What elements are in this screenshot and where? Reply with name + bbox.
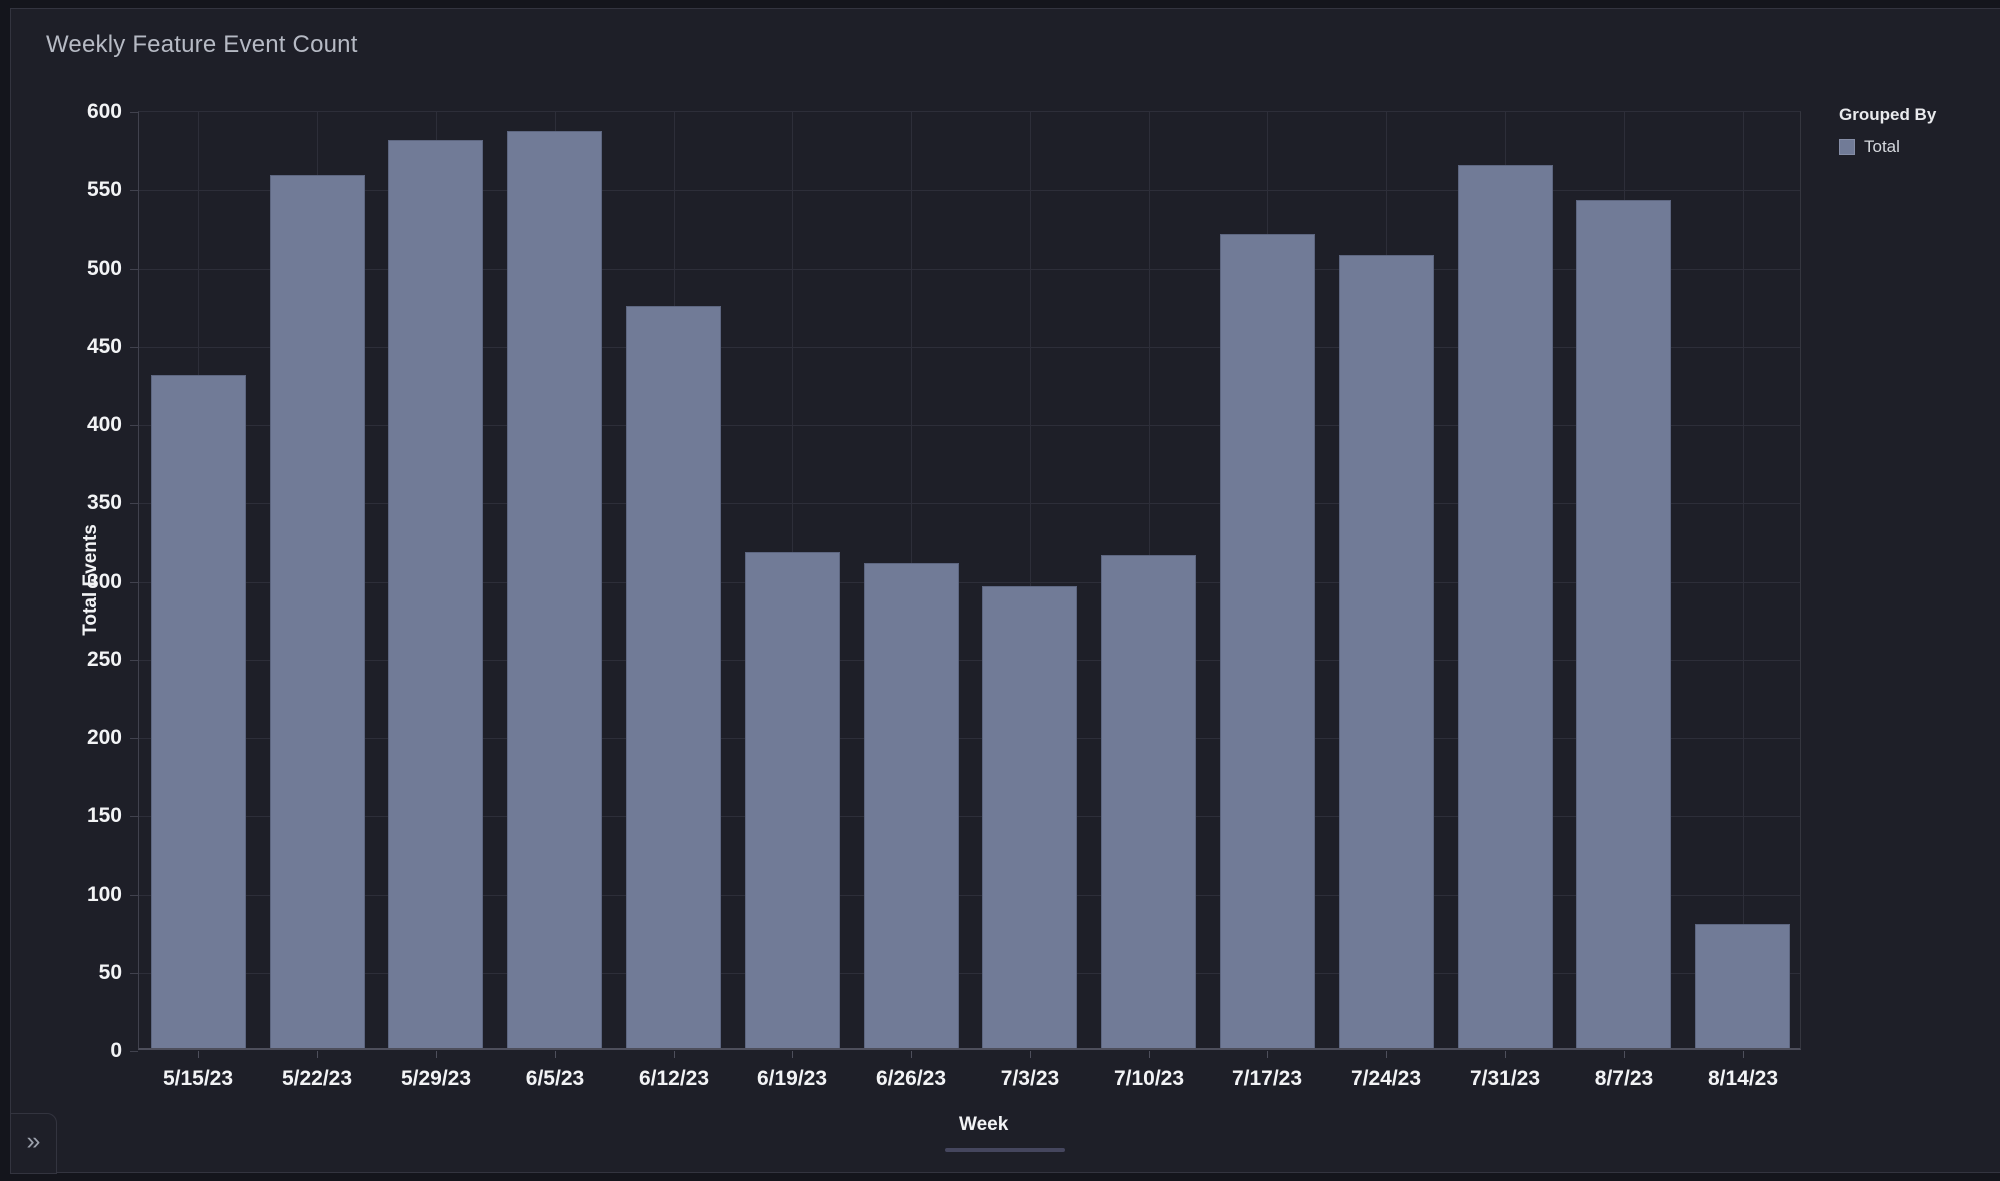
x-axis-title: Week [959,1114,1009,1135]
y-tick [130,190,138,191]
gridline-horizontal [139,738,1800,739]
x-tick [674,1051,675,1058]
gridline-horizontal [139,425,1800,426]
x-tick [1386,1051,1387,1058]
x-tick [317,1051,318,1058]
bar-7/31/23[interactable] [1458,165,1553,1048]
bar-8/14/23[interactable] [1695,924,1790,1048]
x-tick-label: 5/15/23 [162,1067,234,1090]
x-tick [911,1051,912,1058]
y-tick [130,738,138,739]
y-tick [130,973,138,974]
chevron-double-right-icon: » [26,1127,41,1155]
y-tick-label: 450 [86,335,122,358]
y-tick-label: 50 [98,961,122,984]
x-tick-label: 6/12/23 [638,1067,710,1090]
y-tick-label: 250 [86,648,122,671]
gridline-horizontal [139,268,1800,270]
bar-5/22/23[interactable] [270,175,365,1048]
y-tick [130,112,138,113]
gridline-vertical [1030,112,1031,1048]
x-tick [792,1051,793,1058]
plot-area: Total Events 0 50 100 150 200 250 300 350 400 450… [80,101,1801,1090]
x-tick [1149,1051,1150,1058]
y-tick [130,895,138,896]
bar-8/7/23[interactable] [1576,200,1671,1048]
x-tick-label: 7/3/23 [1000,1067,1060,1090]
y-tick-label: 400 [86,413,122,436]
x-tick [1267,1051,1268,1058]
x-tick-label: 6/19/23 [756,1067,828,1090]
x-tick [436,1051,437,1058]
x-scrollbar-thumb[interactable] [945,1148,1065,1152]
x-tick-label: 7/10/23 [1113,1067,1185,1090]
chart-card: Weekly Feature Event Count Total Events … [10,8,2000,1173]
chart-title: Weekly Feature Event Count [46,31,358,58]
gridline-horizontal [139,894,1800,896]
bar-6/12/23[interactable] [626,306,721,1048]
y-tick-label: 550 [86,178,122,201]
gridline-horizontal [139,972,1800,974]
x-tick-label: 5/22/23 [281,1067,353,1090]
x-tick [1624,1051,1625,1058]
gridline-horizontal [139,659,1800,661]
y-tick [130,269,138,270]
bar-7/24/23[interactable] [1339,255,1434,1048]
x-tick-label: 5/29/23 [400,1067,472,1090]
y-tick [130,816,138,817]
gridline-horizontal [139,581,1800,583]
y-tick-label: 100 [86,883,122,906]
x-tick [1505,1051,1506,1058]
x-tick [555,1051,556,1058]
bar-6/5/23[interactable] [507,131,602,1048]
x-tick-label: 6/5/23 [525,1067,585,1090]
y-tick [130,503,138,504]
gridline-horizontal [139,190,1800,192]
y-tick-label: 0 [110,1039,122,1062]
legend-title: Grouped By [1839,105,1937,124]
x-tick [1030,1051,1031,1058]
x-tick-label: 8/7/23 [1594,1067,1654,1090]
y-tick-label: 200 [86,726,122,749]
legend-swatch [1839,139,1855,155]
x-tick [198,1051,199,1058]
y-tick [130,1051,138,1052]
y-tick [130,582,138,583]
legend-item-label: Total [1864,137,1900,156]
bar-5/29/23[interactable] [388,140,483,1048]
y-tick [130,660,138,661]
y-tick-label: 300 [86,570,122,593]
legend: Grouped By Total [1839,105,1999,157]
gridline-vertical [1743,112,1744,1048]
x-tick-label: 8/14/23 [1707,1067,1779,1090]
y-tick-label: 500 [86,257,122,280]
bar-6/26/23[interactable] [864,563,959,1048]
bar-7/10/23[interactable] [1101,555,1196,1048]
y-tick-label: 150 [86,804,122,827]
expand-button[interactable]: » [10,1113,57,1174]
y-tick-label: 350 [86,491,122,514]
bar-6/19/23[interactable] [745,552,840,1048]
x-tick-label: 7/17/23 [1231,1067,1303,1090]
gridline-horizontal [139,816,1800,818]
y-tick-label: 600 [86,100,122,123]
bar-7/17/23[interactable] [1220,234,1315,1048]
legend-item-total[interactable]: Total [1839,137,1999,157]
gridline-horizontal [139,503,1800,505]
x-tick [1743,1051,1744,1058]
y-tick [130,347,138,348]
bar-5/15/23[interactable] [151,375,246,1048]
x-tick-label: 6/26/23 [875,1067,947,1090]
y-tick [130,425,138,426]
x-tick-label: 7/24/23 [1350,1067,1422,1090]
bar-7/3/23[interactable] [982,586,1077,1048]
x-tick-label: 7/31/23 [1469,1067,1541,1090]
gridline-horizontal [139,346,1800,348]
